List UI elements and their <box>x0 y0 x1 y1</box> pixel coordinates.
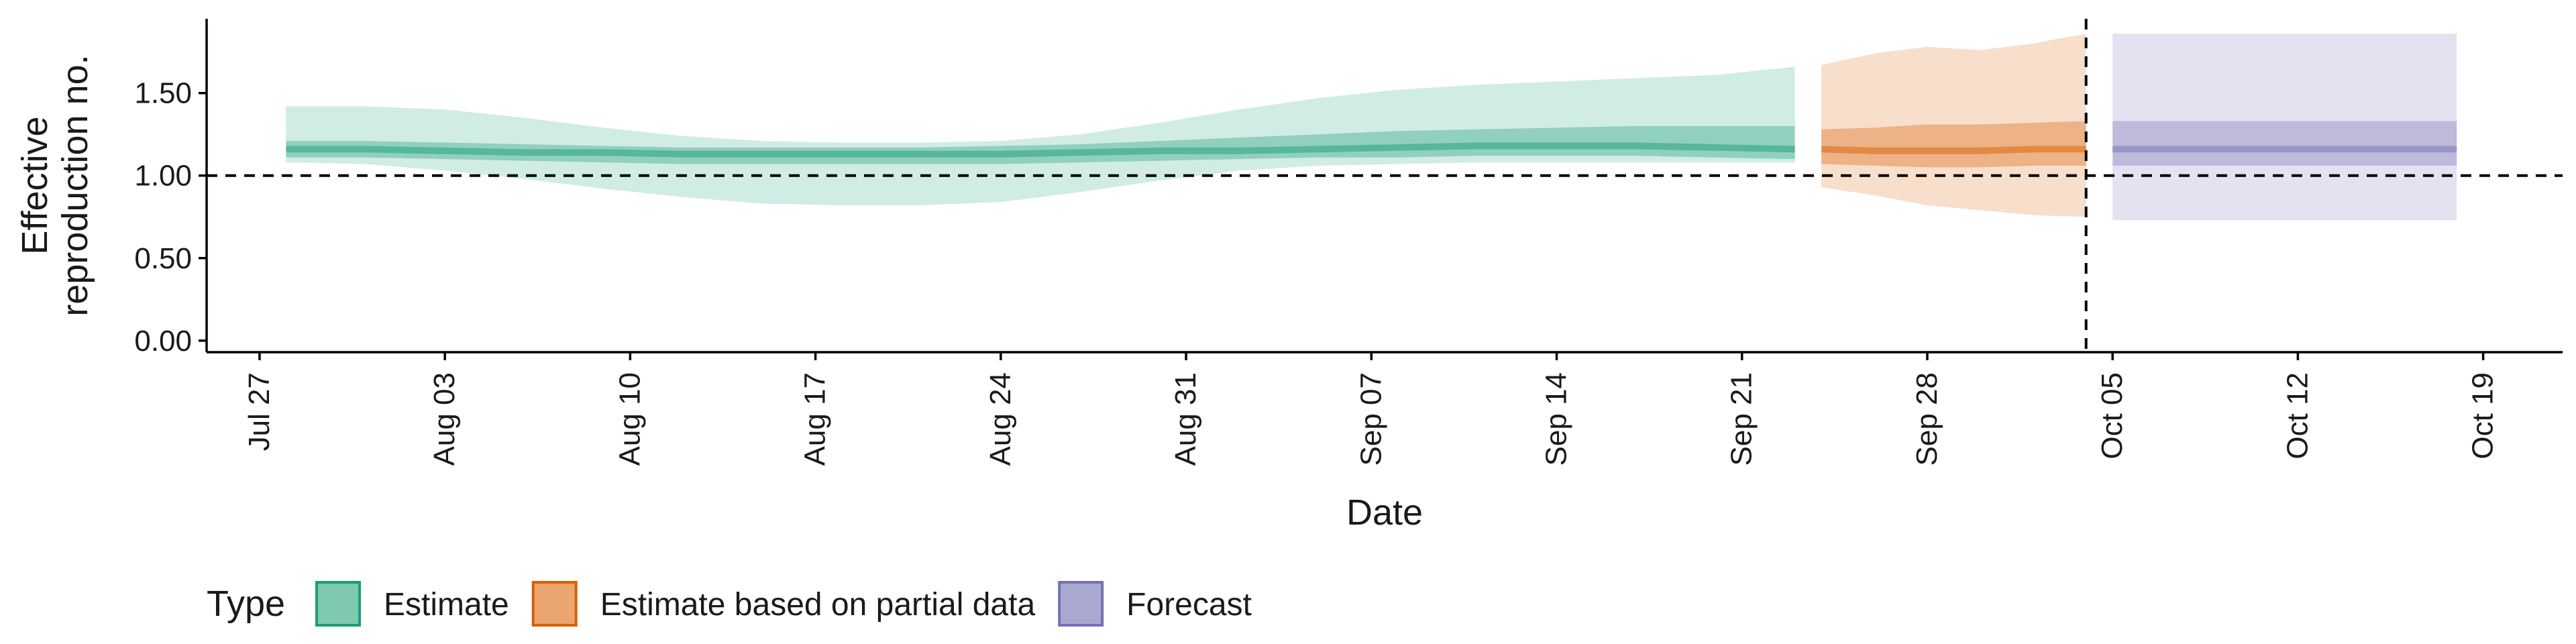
estimate-based-on-partial-data-band-90 <box>1821 34 2086 217</box>
legend-label-estimate-based-on-partial-data: Estimate based on partial data <box>600 587 1036 623</box>
x-axis-title: Date <box>1346 492 1423 533</box>
x-tick-label: Aug 17 <box>799 372 832 466</box>
x-tick-label: Sep 14 <box>1540 372 1572 466</box>
y-tick-label: 1.50 <box>134 77 192 110</box>
x-tick-label: Jul 27 <box>243 372 276 451</box>
legend-swatch-forecast <box>1058 581 1104 627</box>
y-tick-label: 0.00 <box>134 325 192 358</box>
uncertainty-bands <box>286 34 2457 221</box>
estimate-based-on-partial-data-band-50 <box>1821 121 2086 168</box>
x-tick-label: Sep 07 <box>1354 372 1387 466</box>
x-tick-label: Sep 21 <box>1725 372 1758 466</box>
x-tick-label: Aug 10 <box>613 372 646 466</box>
axes: 0.00 0.50 1.00 1.50 Jul 27 Aug 03 Aug 10 Aug 17… <box>15 19 2563 533</box>
estimate-based-on-partial-data-median <box>1821 146 2086 154</box>
x-tick-label: Oct 05 <box>2096 372 2129 460</box>
y-axis-title: Effectivereproduction no. <box>15 54 95 316</box>
x-tick-label: Oct 12 <box>2281 372 2314 460</box>
estimate-median <box>286 142 1795 158</box>
legend-swatch-estimate <box>315 581 361 627</box>
forecast-band-50 <box>2112 121 2457 166</box>
y-axis-title-line: Effective <box>15 116 55 254</box>
x-tick-label: Aug 24 <box>984 372 1017 466</box>
x-tick-label: Sep 28 <box>1911 372 1943 466</box>
y-tick-label: 1.00 <box>134 160 192 193</box>
y-tick-label: 0.50 <box>134 242 192 275</box>
legend-title: Type <box>207 584 285 624</box>
legend: Type Estimate Estimate based on partial da… <box>207 581 1252 627</box>
x-tick-label: Aug 31 <box>1169 372 1202 466</box>
legend-label-forecast: Forecast <box>1126 587 1252 623</box>
legend-swatch-estimate-based-on-partial-data <box>531 581 578 627</box>
forecast-median <box>2112 146 2457 153</box>
forecast-band-90 <box>2112 34 2457 221</box>
x-tick-label: Aug 03 <box>428 372 461 466</box>
x-tick-label: Oct 19 <box>2467 372 2500 460</box>
estimate-band-90 <box>286 66 1795 206</box>
legend-label-estimate: Estimate <box>384 587 509 623</box>
y-axis-title-line: reproduction no. <box>55 54 95 316</box>
reference-lines <box>207 19 2563 352</box>
